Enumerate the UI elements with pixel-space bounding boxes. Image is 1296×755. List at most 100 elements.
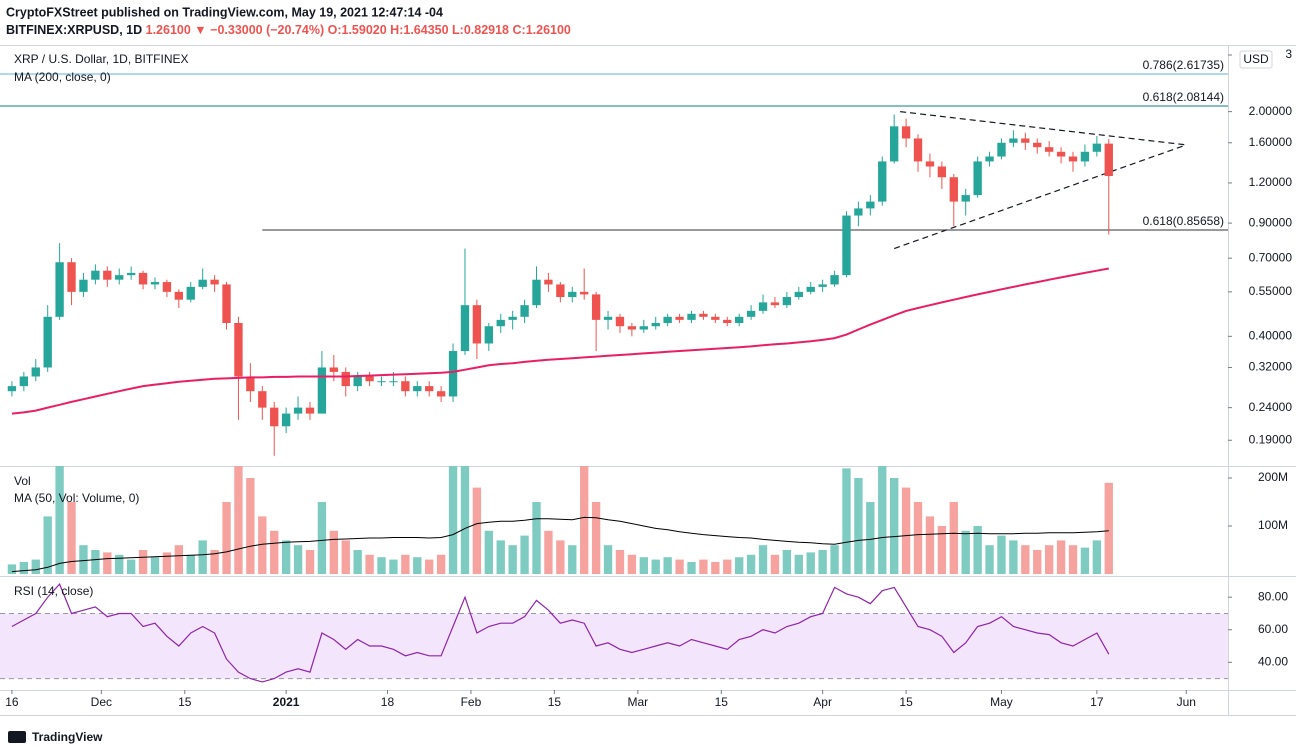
candle-body: [234, 323, 243, 377]
volume-bar: [1009, 540, 1018, 574]
volume-bar: [580, 466, 589, 574]
volume-bar: [1033, 550, 1042, 574]
candle-body: [532, 279, 541, 306]
volume-bar: [210, 550, 219, 574]
volume-bar: [258, 516, 267, 574]
volume-bar: [401, 554, 410, 574]
volume-bar: [806, 552, 815, 574]
x-tick-label: 15: [899, 695, 913, 709]
volume-bar: [746, 554, 756, 574]
volume-bar: [913, 502, 923, 574]
volume-bar: [436, 554, 446, 574]
candle-body: [901, 126, 911, 139]
candle-body: [687, 313, 696, 320]
y-tick-label: 0.19000: [1249, 432, 1293, 446]
x-tick-label: Dec: [91, 695, 112, 709]
volume-bar: [31, 559, 40, 574]
volume-bar: [961, 530, 970, 574]
volume-bar: [55, 466, 64, 574]
currency-box[interactable]: [1239, 50, 1273, 69]
x-tick-label: May: [990, 695, 1013, 709]
volume-bar: [1104, 482, 1113, 574]
volume-bar: [568, 545, 577, 574]
candle-body: [67, 262, 76, 292]
ohlc-close: C:1.26100: [513, 23, 571, 37]
brand: TradingView: [32, 730, 103, 744]
fib-label: 0.786(2.61735): [1143, 58, 1224, 72]
candle-body: [222, 284, 231, 324]
y-tick-label: 0.70000: [1249, 250, 1293, 264]
candle-body: [353, 376, 362, 387]
volume-bar: [937, 526, 947, 574]
candle-body: [162, 282, 172, 292]
candle-body: [806, 286, 815, 292]
moving-average: [11, 267, 1109, 415]
candle-body: [818, 284, 827, 287]
candle-body: [973, 161, 982, 196]
volume-bar: [91, 550, 100, 574]
candle-body: [270, 407, 279, 427]
trendline: [893, 144, 1187, 250]
volume-bar: [222, 502, 231, 574]
volume-bar: [985, 545, 994, 574]
volume-bar: [126, 559, 136, 574]
volume-bar: [281, 540, 291, 574]
volume-bar: [901, 487, 911, 574]
fib-label: 0.618(2.08144): [1143, 90, 1224, 104]
volume-bar: [615, 550, 625, 574]
volume-bar: [949, 502, 958, 574]
candle-body: [413, 386, 422, 392]
volume-bar: [1080, 547, 1090, 574]
y-tick-label: 3: [1285, 47, 1292, 61]
candle-body: [830, 275, 839, 285]
candle-body: [7, 386, 17, 392]
candle-body: [19, 376, 29, 387]
volume-bar: [150, 557, 160, 574]
candle-body: [997, 142, 1006, 157]
candle-body: [389, 381, 398, 383]
volume-bar: [735, 557, 744, 574]
x-tick-label: 2021: [273, 695, 300, 709]
y-tick-label: 0.32000: [1249, 360, 1293, 374]
volume-bar: [818, 550, 827, 574]
candle-body: [1092, 143, 1102, 152]
volume-bar: [341, 540, 350, 574]
candle-body: [746, 310, 756, 317]
candle-body: [329, 367, 338, 372]
candle-body: [365, 376, 374, 382]
candle-body: [258, 391, 267, 408]
currency[interactable]: USD: [1243, 52, 1269, 66]
candle-body: [484, 326, 493, 344]
fib-label: 0.618(0.85658): [1143, 214, 1224, 228]
volume-bar: [472, 487, 482, 574]
rsi-title: RSI (14, close): [14, 584, 93, 598]
candle-body: [961, 195, 970, 202]
volume-ma: [11, 516, 1109, 573]
volume-bar: [663, 557, 672, 574]
volume-bar: [174, 545, 184, 574]
volume-bar: [234, 466, 243, 574]
candle-body: [854, 208, 863, 216]
volume-bar: [305, 550, 315, 574]
volume-bar: [866, 502, 875, 574]
price-pane: 0.786(2.61735) 0.618(2.08144) 0.618(0.8565…: [0, 58, 1228, 456]
volume-bar: [508, 545, 517, 574]
x-tick-label: 16: [5, 695, 19, 709]
candle-body: [91, 270, 100, 280]
volume-bar: [67, 502, 76, 574]
volume-bar: [377, 557, 386, 574]
y-tick-label: 0.24000: [1249, 400, 1293, 414]
candle-body: [580, 291, 589, 295]
candle-body: [305, 407, 315, 414]
x-tick-label: Feb: [461, 695, 482, 709]
volume-bar: [770, 554, 780, 574]
candle-body: [425, 386, 434, 392]
legend-entry: MA (50, Vol: Volume, 0): [14, 491, 139, 505]
volume-bar: [675, 559, 684, 574]
volume-bar: [711, 562, 720, 574]
candle-body: [1009, 138, 1018, 143]
candle-body: [246, 376, 255, 392]
candle-body: [401, 381, 410, 392]
y-tick-label: 0.90000: [1249, 215, 1293, 229]
